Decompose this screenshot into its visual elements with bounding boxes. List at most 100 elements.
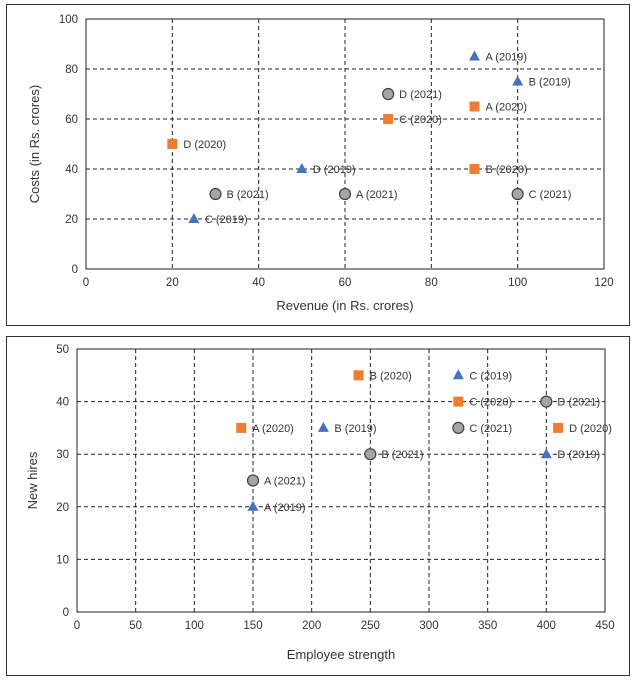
data-point: C (2020) [383,114,442,126]
y-tick-label: 20 [56,502,69,514]
x-tick-label: 40 [252,277,265,289]
scatter-chart-revenue-costs: 0 20 40 60 80 100 120 0 20 40 60 80 100 A (2019) B (2… [27,14,614,313]
x-tick-label: 250 [361,620,380,632]
data-point: B (2019) [512,75,571,89]
y-tick-label: 0 [63,607,69,619]
y-tick-label: 20 [65,214,78,226]
triangle-marker [296,163,308,173]
point-label: C (2019) [469,370,512,382]
circle-marker [382,87,395,101]
x-tick-label: 0 [83,277,89,289]
data-point: C (2020) [453,396,512,409]
y-tick-label: 0 [72,264,78,276]
square-marker [469,164,480,174]
point-label: B (2020) [370,370,412,382]
point-label: A (2019) [486,52,528,64]
chart-panel-employees-hires: 0 50 100 150 200 250 300 350 400 450 0 10 20 30 40 50 C… [6,336,630,676]
square-marker [469,101,480,112]
x-tick-label: 350 [478,620,497,632]
x-axis-title: Employee strength [287,647,395,662]
data-point: D (2020) [553,422,612,435]
x-tick-label: 400 [537,620,556,632]
point-label: A (2021) [264,476,306,488]
y-tick-label: 30 [56,449,69,461]
circle-marker [209,187,222,201]
x-axis-title: Revenue (in Rs. crores) [276,298,413,313]
point-label: D (2020) [569,423,612,435]
point-label: B (2020) [486,164,528,176]
data-point: A (2020) [236,422,294,435]
triangle-marker [188,213,200,223]
x-tick-label: 0 [74,620,80,632]
x-tick-label: 50 [129,620,142,632]
circle-marker [246,474,260,487]
data-point: C (2021) [511,187,572,201]
point-label: D (2019) [557,449,600,461]
data-point: B (2020) [353,370,412,382]
square-marker [453,396,464,407]
y-tick-label: 10 [56,554,69,566]
triangle-marker [512,75,524,86]
square-marker [353,370,364,381]
data-point: C (2019) [452,369,512,382]
point-label: C (2019) [205,214,248,226]
x-tick-label: 150 [243,620,262,632]
point-label: D (2019) [313,164,356,176]
circle-marker [511,187,524,201]
triangle-marker [452,369,464,380]
y-tick-label: 60 [65,114,78,126]
square-marker [383,114,394,124]
y-tick-label: 100 [59,14,78,26]
y-tick-label: 80 [65,64,78,76]
point-label: C (2021) [469,423,512,435]
x-tick-label: 20 [166,277,179,289]
point-label: B (2019) [334,423,376,435]
point-label: B (2021) [227,189,269,201]
x-tick-label: 80 [425,277,438,289]
point-label: A (2020) [486,102,528,114]
circle-marker [364,448,377,461]
data-point: D (2019) [296,163,356,176]
triangle-marker [540,448,552,459]
x-tick-label: 120 [594,277,613,289]
data-point: C (2019) [188,213,248,226]
point-label: C (2021) [529,189,572,201]
point-label: A (2021) [356,189,398,201]
x-tick-label: 60 [339,277,352,289]
y-axis-title: New hires [25,451,40,509]
x-tick-label: 100 [185,620,204,632]
point-label: B (2019) [529,77,571,89]
y-axis-title: Costs (in Rs. crores) [27,85,42,203]
point-label: A (2019) [264,502,306,514]
square-marker [167,139,178,149]
point-label: D (2021) [557,397,600,409]
square-marker [236,422,247,433]
point-label: B (2021) [381,449,423,461]
data-point: A (2019) [247,500,306,514]
data-point: D (2021) [382,87,442,101]
square-marker [553,422,564,433]
scatter-chart-employees-hires: 0 50 100 150 200 250 300 350 400 450 0 10 20 30 40 50 C… [25,344,615,662]
point-label: C (2020) [399,114,442,126]
data-point: B (2021) [209,187,269,201]
circle-marker [452,421,465,435]
data-point: B (2019) [317,421,377,435]
circle-marker [540,395,553,408]
data-point: D (2020) [167,139,226,151]
data-point: A (2019) [469,50,528,64]
point-label: C (2020) [469,397,512,409]
data-point: A (2020) [469,101,528,114]
chart-panel-revenue-costs: 0 20 40 60 80 100 120 0 20 40 60 80 100 A (2019) B (2… [6,4,630,326]
data-point: C (2021) [452,421,512,435]
data-point: B (2021) [364,448,424,461]
triangle-marker [247,500,259,511]
data-point: A (2021) [338,187,398,201]
data-point: A (2021) [246,474,306,488]
x-tick-label: 100 [508,277,527,289]
x-tick-label: 450 [595,620,614,632]
triangle-marker [317,421,329,432]
data-point: D (2019) [540,448,600,461]
plot-area-frame [76,348,606,613]
y-tick-label: 40 [65,164,78,176]
y-tick-label: 50 [56,344,69,356]
